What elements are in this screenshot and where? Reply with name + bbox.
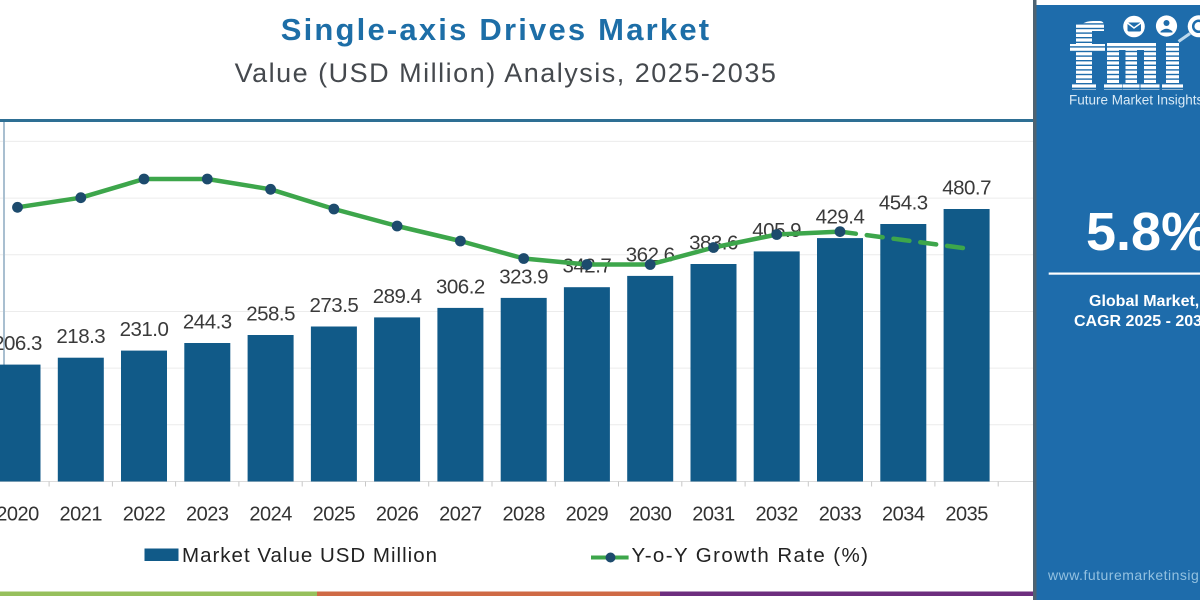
svg-text:www.futuremarketinsights.com: www.futuremarketinsights.com <box>1047 567 1200 583</box>
svg-text:5.8%: 5.8% <box>1086 202 1200 262</box>
svg-text:2026: 2026 <box>376 504 419 526</box>
svg-text:2023: 2023 <box>186 504 229 526</box>
svg-text:231.0: 231.0 <box>120 318 169 341</box>
svg-text:2029: 2029 <box>566 504 609 526</box>
svg-text:CAGR 2025 - 2035: CAGR 2025 - 2035 <box>1074 313 1200 330</box>
svg-text:Single-axis Drives Market: Single-axis Drives Market <box>281 12 712 47</box>
svg-text:2022: 2022 <box>123 504 166 526</box>
svg-text:Market Value USD Million: Market Value USD Million <box>182 544 438 567</box>
svg-text:2020: 2020 <box>0 504 39 526</box>
svg-text:2031: 2031 <box>692 504 735 526</box>
svg-text:258.5: 258.5 <box>246 303 295 326</box>
svg-text:429.4: 429.4 <box>816 206 865 229</box>
svg-text:2028: 2028 <box>502 504 545 526</box>
svg-text:454.3: 454.3 <box>879 192 928 215</box>
svg-text:289.4: 289.4 <box>373 285 422 308</box>
svg-text:306.2: 306.2 <box>436 275 485 298</box>
svg-text:218.3: 218.3 <box>56 325 105 348</box>
svg-text:206.3: 206.3 <box>0 332 42 355</box>
svg-text:2033: 2033 <box>819 504 862 526</box>
svg-text:2034: 2034 <box>882 504 925 526</box>
svg-text:2027: 2027 <box>439 504 482 526</box>
svg-text:244.3: 244.3 <box>183 311 232 334</box>
svg-text:323.9: 323.9 <box>499 265 548 288</box>
svg-text:2035: 2035 <box>945 504 988 526</box>
svg-text:2025: 2025 <box>313 504 356 526</box>
svg-text:Global Market,: Global Market, <box>1089 293 1199 310</box>
svg-text:273.5: 273.5 <box>309 294 358 317</box>
svg-text:480.7: 480.7 <box>942 177 991 200</box>
svg-text:2032: 2032 <box>755 504 798 526</box>
svg-text:Y-o-Y Growth Rate (%): Y-o-Y Growth Rate (%) <box>632 544 870 567</box>
svg-text:Future Market Insights: Future Market Insights <box>1069 93 1200 108</box>
svg-text:Value (USD Million) Analysis,: Value (USD Million) Analysis, 2025-2035 <box>235 58 778 88</box>
svg-text:2030: 2030 <box>629 504 672 526</box>
svg-text:2024: 2024 <box>249 504 292 526</box>
svg-text:2021: 2021 <box>60 504 103 526</box>
